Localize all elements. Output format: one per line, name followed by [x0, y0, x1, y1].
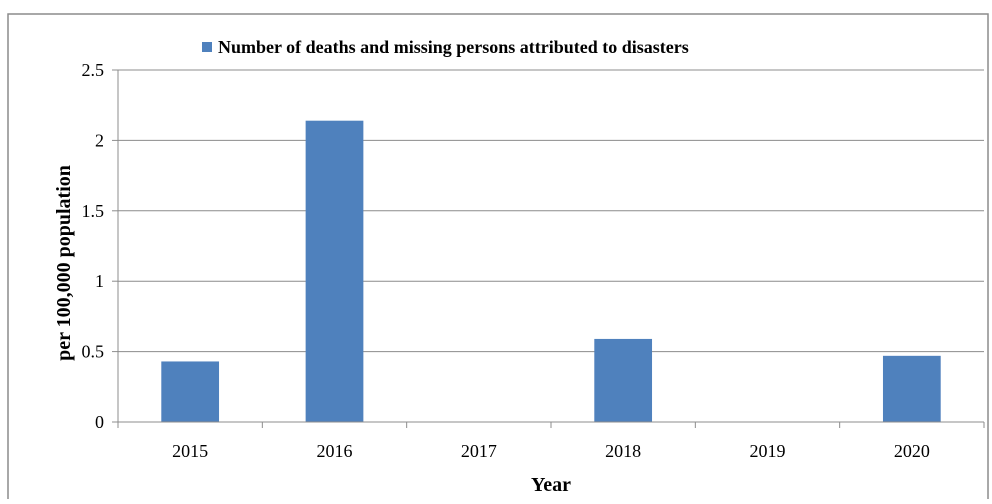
x-tick-label: 2016 [317, 441, 353, 461]
x-tick-label: 2019 [750, 441, 786, 461]
bar-2016 [305, 120, 364, 423]
bar-2020 [882, 355, 941, 422]
legend-label: Number of deaths and missing persons att… [218, 37, 689, 57]
bar-2015 [161, 361, 220, 422]
legend-swatch [202, 42, 212, 52]
bar-2018 [594, 338, 653, 422]
y-tick-label: 0.5 [82, 342, 105, 362]
x-tick-label: 2017 [461, 441, 497, 461]
y-tick-label: 0 [95, 412, 104, 432]
y-axis-title: per 100,000 population [53, 165, 75, 361]
y-tick-label: 1.5 [82, 201, 105, 221]
legend: Number of deaths and missing persons att… [202, 37, 689, 57]
chart-border [7, 13, 989, 504]
x-axis-title: Year [531, 474, 571, 496]
x-axis-ticks: 2015 2016 2017 2018 2019 2020 [117, 422, 985, 461]
x-tick-label: 2018 [605, 441, 641, 461]
x-tick-label: 2020 [894, 441, 930, 461]
y-tick-label: 2.5 [82, 60, 105, 80]
y-tick-label: 2 [95, 130, 104, 150]
y-tick-label: 1 [95, 271, 104, 291]
gridlines [118, 69, 984, 353]
bars [161, 120, 941, 423]
x-tick-label: 2015 [172, 441, 208, 461]
y-axis-ticks: 0 0.5 1 1.5 2 2.5 [82, 60, 118, 432]
